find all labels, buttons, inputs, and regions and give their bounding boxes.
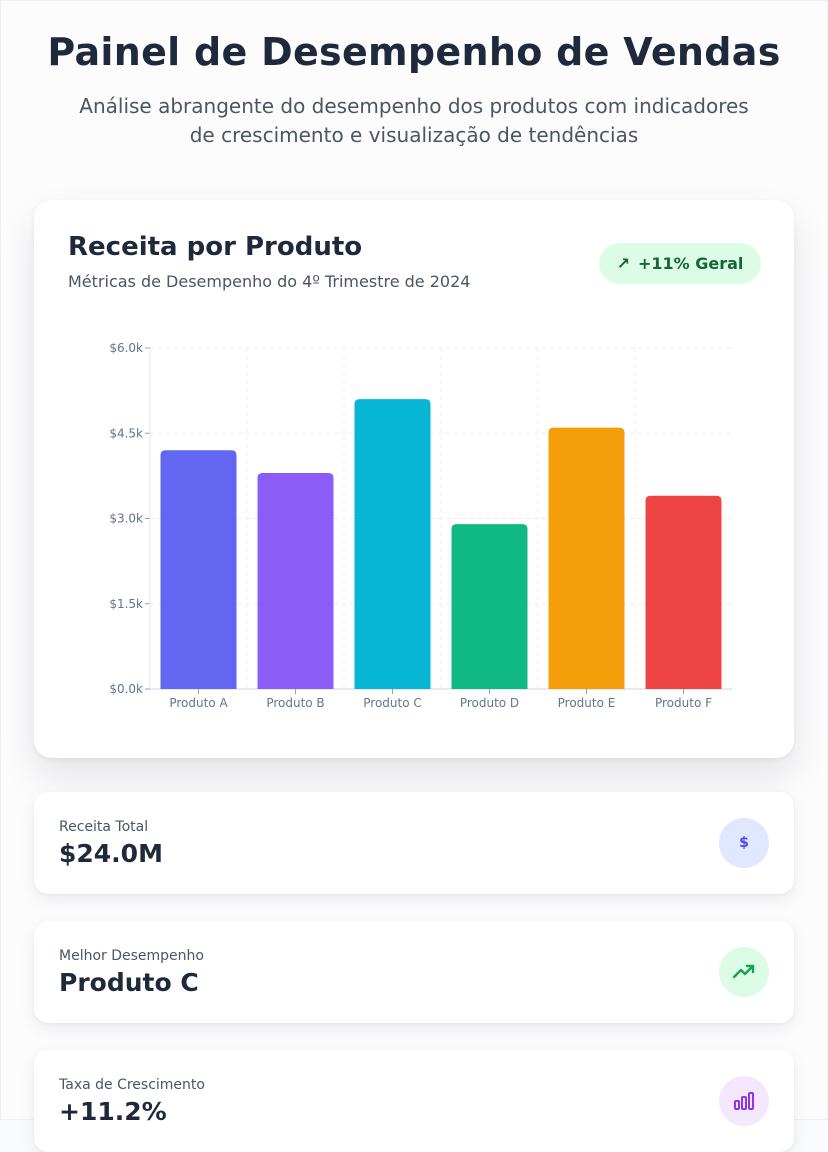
stat-value: $24.0M [59,839,163,868]
y-tick-label: $3.0k [109,512,143,526]
page-subtitle: Análise abrangente do desempenho dos pro… [60,92,768,150]
page-subtitle-line-2: de crescimento e visualização de tendênc… [189,123,639,147]
bar-produto-d [451,524,528,689]
stat-label: Receita Total [59,819,149,835]
growth-badge: ↗ +11% Geral [599,243,761,284]
bar-produto-a [160,450,237,689]
x-tick-label: Produto A [169,696,228,710]
bar-produto-f [645,495,722,689]
x-tick-label: Produto B [266,696,324,710]
bar-chart: $0.0k $1.5k $3.0k $4.5k $6.0k Produto A Produt… [109,341,732,710]
y-tick-label: $4.5k [109,426,143,440]
x-tick-label: Produto E [558,696,616,710]
page-title: Painel de Desempenho de Vendas [47,30,781,74]
y-tick-label: $1.5k [109,597,143,611]
dollar-icon: $ [719,818,769,868]
stat-label: Melhor Desempenho [59,948,204,964]
trending-up-icon [719,947,769,997]
x-tick-label: Produto C [363,696,422,710]
stat-card-total-revenue: Receita Total $24.0M $ [34,792,794,894]
bar-produto-e [548,427,625,689]
revenue-chart-card: Receita por Produto Métricas de Desempen… [34,200,794,758]
y-tick-label: $6.0k [109,341,143,355]
y-tick-label: $0.0k [109,682,143,696]
stat-label: Taxa de Crescimento [59,1077,205,1093]
stat-value: +11.2% [59,1097,167,1126]
stat-card-best-performer: Melhor Desempenho Produto C [34,921,794,1023]
x-tick-label: Produto D [460,696,519,710]
bar-produto-b [257,473,334,689]
bar-produto-c [354,399,431,689]
stat-card-growth-rate: Taxa de Crescimento +11.2% [34,1050,794,1152]
chart-title: Receita por Produto [68,232,363,262]
chart-subtitle: Métricas de Desempenho do 4º Trimestre d… [68,272,471,291]
growth-badge-text: +11% Geral [637,254,744,273]
bar-chart-icon [719,1076,769,1126]
stat-value: Produto C [59,968,199,997]
page-subtitle-line-1: Análise abrangente do desempenho dos pro… [79,94,749,118]
arrow-up-right-icon: ↗ [616,254,630,273]
x-tick-label: Produto F [655,696,712,710]
